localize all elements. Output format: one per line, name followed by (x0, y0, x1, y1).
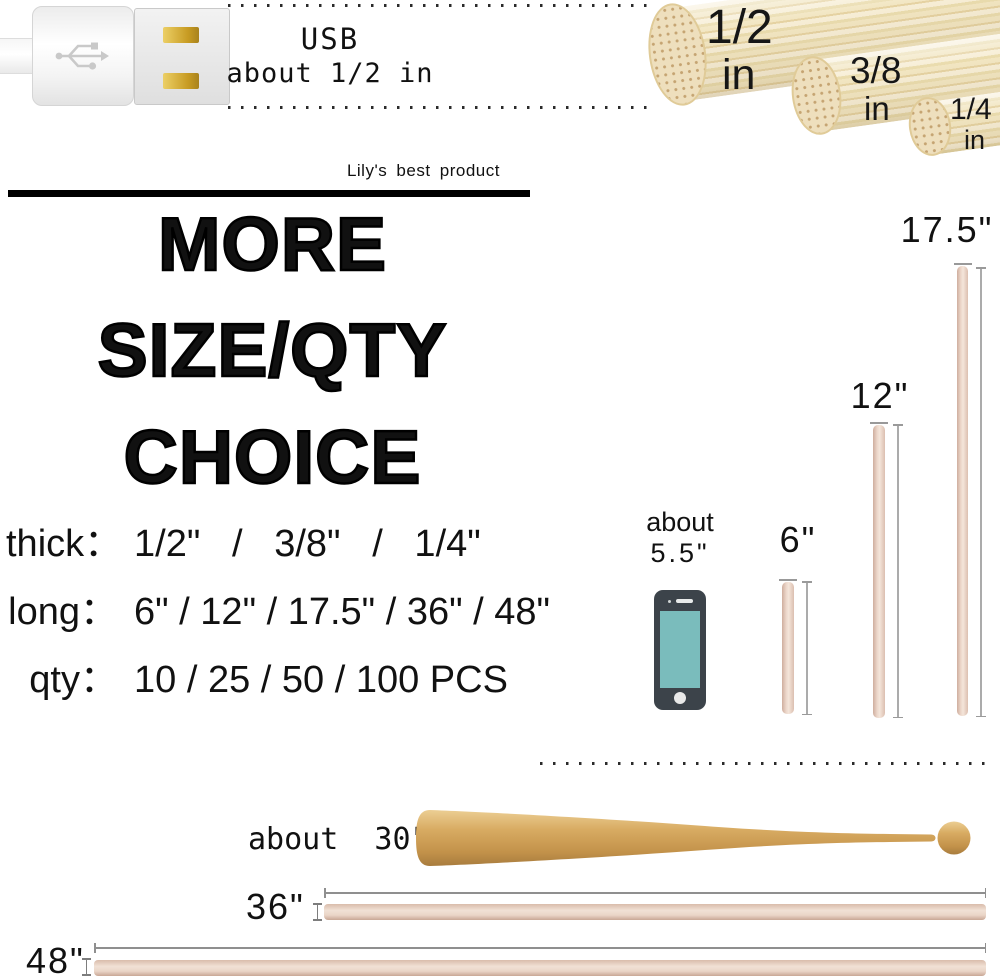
bat-caption: about 30" (248, 822, 429, 857)
label-6-inch: 6" (779, 519, 817, 560)
dowel-38-label-unit: in (864, 90, 890, 127)
bat-knob (937, 821, 971, 855)
usb-contact-pin (163, 73, 199, 89)
phone-screen (660, 611, 700, 688)
rod-12-inch (873, 425, 885, 718)
measure-line-6-inch (802, 581, 812, 715)
usb-title: USB (300, 22, 360, 56)
spec-row-quantity: qty： 10 / 25 / 50 / 100 PCS (6, 658, 508, 704)
usb-metal-shield (134, 8, 230, 105)
usb-size-caption: about 1/2 in (226, 58, 434, 89)
spec-row-length: long： 6" / 12" / 17.5" / 36" / 48" (6, 590, 550, 636)
gauge-12-inch (870, 422, 888, 424)
label-36-inch: 36" (246, 886, 305, 927)
rod-17-5-inch (957, 266, 968, 716)
usb-trident-icon (55, 42, 109, 70)
gauge-17-5-inch (954, 263, 972, 265)
usb-plug-graphic (0, 0, 232, 120)
diameter-tick-36 (313, 903, 322, 921)
dowel-14-label-unit: in (964, 125, 986, 155)
diameter-tick-48 (82, 958, 91, 976)
phone-speaker (676, 599, 693, 603)
spec-thick-label: thick： (6, 523, 123, 565)
spec-qty-label: qty： (29, 659, 118, 701)
dowel-half-label-unit: in (722, 51, 756, 99)
label-12-inch: 12" (850, 375, 910, 416)
spec-thick-value: 1/2" / 3/8" / 1/4" (134, 523, 481, 565)
dotted-rule-mid (228, 106, 654, 109)
label-48-inch: 48" (26, 940, 85, 979)
rod-36-inch (324, 904, 986, 920)
headline-line2: SIZE/QTY (96, 308, 448, 392)
baseball-bat-graphic (416, 810, 971, 866)
measure-line-12-inch (893, 424, 903, 718)
usb-contact-pin (163, 27, 199, 43)
phone-icon (654, 590, 706, 710)
headline-line3: CHOICE (122, 415, 422, 499)
phone-home-button (674, 692, 686, 704)
thickness-dowels-graphic: 1/2 in 3/8 in 1/4 in (618, 0, 1000, 192)
measure-line-48-inch (94, 944, 986, 952)
dotted-rule-bottom (540, 762, 988, 765)
gauge-6-inch (779, 579, 797, 581)
dowel-14-label-size: 1/4 (950, 93, 992, 126)
dotted-rule-top (228, 4, 654, 7)
spec-row-thickness: thick： 1/2" / 3/8" / 1/4" (6, 522, 481, 568)
rod-48-inch (94, 960, 986, 976)
usb-plug-body (32, 6, 134, 106)
dowel-half-label-size: 1/2 (706, 1, 773, 54)
brand-caption: Lily's best product (346, 161, 500, 180)
headline-line1: MORE (157, 202, 388, 286)
rod-6-inch (782, 582, 794, 714)
spec-long-value: 6" / 12" / 17.5" / 36" / 48" (134, 591, 551, 633)
phone-caption-line2: 5.5" (650, 538, 710, 568)
headline-rule (8, 190, 530, 197)
phone-camera-dot (668, 600, 671, 603)
spec-qty-value: 10 / 25 / 50 / 100 PCS (134, 659, 508, 701)
measure-line-17-5-inch (976, 267, 986, 717)
label-17-5-inch: 17.5" (900, 209, 994, 250)
dowel-38-label-size: 3/8 (850, 50, 902, 91)
spec-long-label: long： (8, 591, 118, 633)
measure-line-36-inch (324, 889, 986, 897)
phone-caption-line1: about (646, 507, 714, 537)
